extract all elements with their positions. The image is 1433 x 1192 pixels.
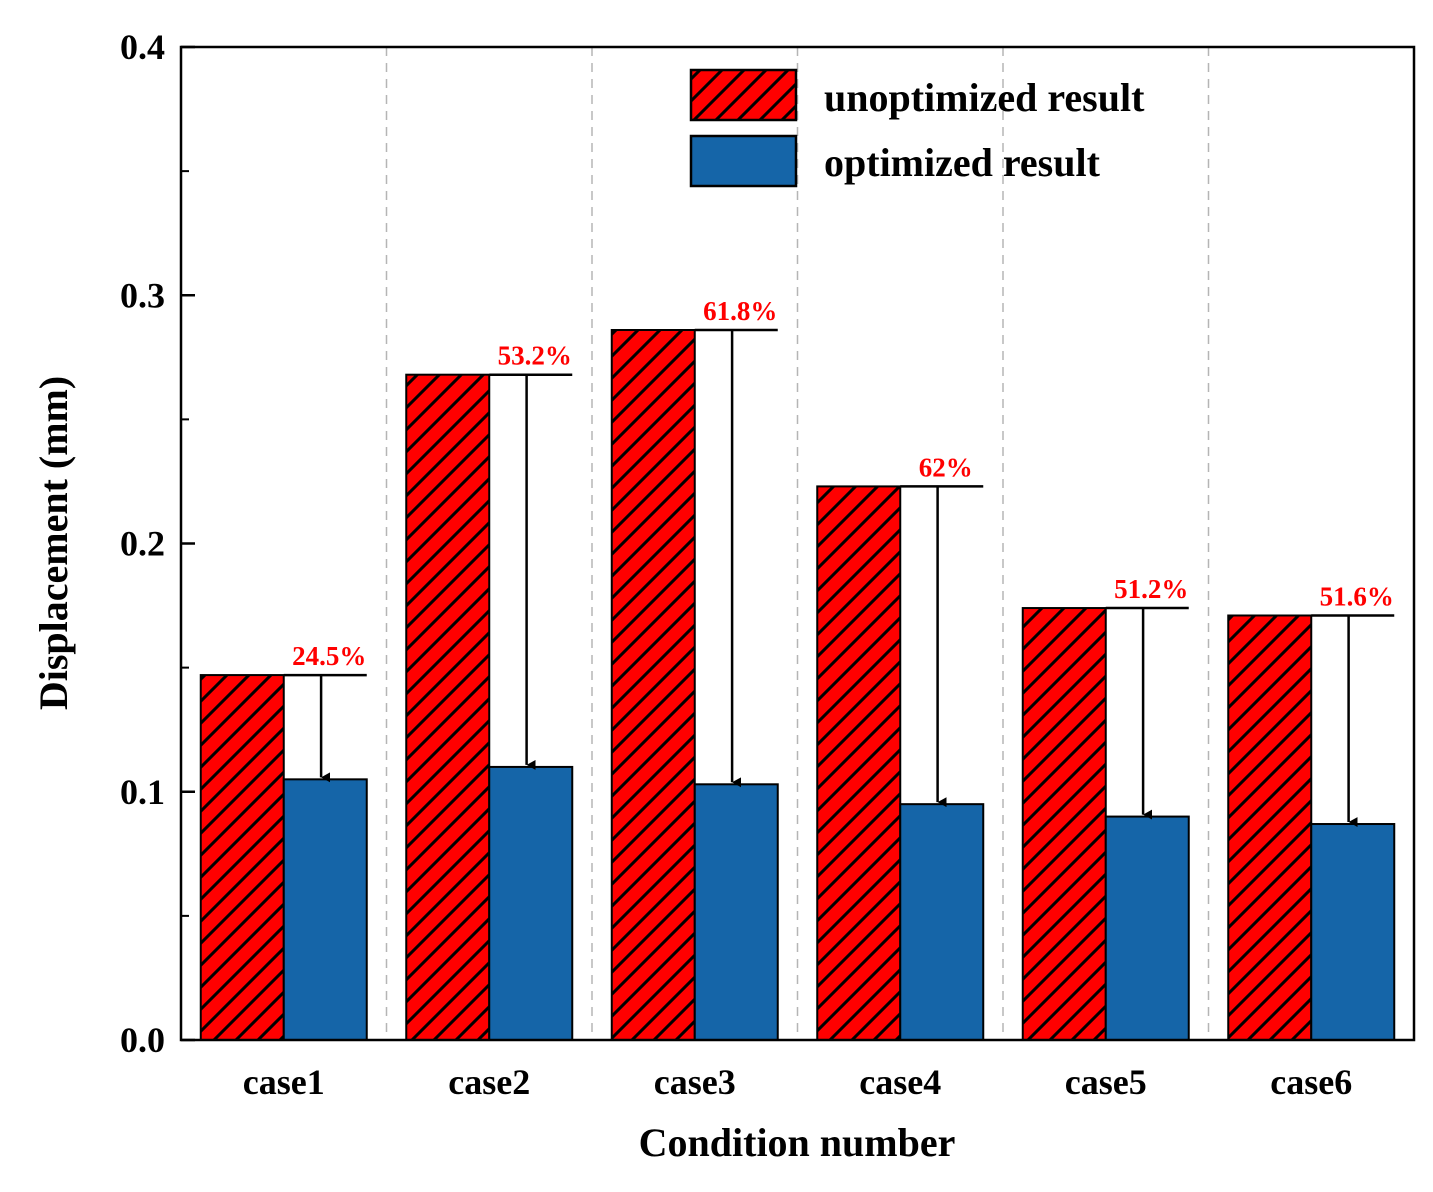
category-separators [385,47,1210,1040]
bar-optimized-case1 [282,778,368,1042]
y-axis-ticks: 0.0 0.1 0.2 0.3 0.4 [120,27,195,1060]
x-axis-ticks: case1 case2 case3 case4 case5 case6 [243,1062,1352,1102]
x-tick-label: case4 [859,1062,941,1102]
x-tick-label: case2 [448,1062,530,1102]
y-tick-label: 0.3 [120,275,165,315]
bar-optimized-case6 [1310,823,1396,1042]
bar-unoptimized-case5 [1021,607,1107,1041]
bar-unoptimized-case3 [610,329,696,1041]
x-tick-label: case6 [1270,1062,1352,1102]
x-tick-label: case1 [243,1062,325,1102]
bar-optimized-case5 [1104,815,1190,1042]
y-axis-title: Displacement (mm) [31,376,76,710]
reduction-label: 24.5% [292,641,366,671]
reduction-label: 51.6% [1320,581,1394,611]
bar-optimized-case4 [899,803,985,1041]
legend-label-unoptimized: unoptimized result [824,75,1145,120]
legend-label-optimized: optimized result [824,140,1101,185]
legend-swatch-unoptimized [689,68,798,122]
reduction-label: 51.2% [1114,574,1188,604]
bars [199,329,1396,1042]
x-axis-title: Condition number [639,1120,956,1165]
bar-unoptimized-case1 [199,674,285,1041]
bar-unoptimized-case2 [405,373,491,1041]
reduction-annotations: 24.5% 53.2% 61.8% 62% 51.2% 51.6% [283,296,1395,828]
bar-unoptimized-case6 [1227,614,1313,1041]
reduction-label: 53.2% [498,341,572,371]
x-tick-label: case3 [654,1062,736,1102]
reduction-label: 61.8% [703,296,777,326]
x-tick-label: case5 [1065,1062,1147,1102]
y-tick-label: 0.2 [120,524,165,564]
y-tick-label: 0.1 [120,772,165,812]
legend: unoptimized result optimized result [689,68,1145,188]
y-tick-label: 0.0 [120,1020,165,1060]
bar-unoptimized-case4 [816,485,902,1041]
legend-swatch-optimized [689,134,798,188]
bar-optimized-case2 [488,765,574,1041]
y-tick-label: 0.4 [120,27,165,67]
reduction-label: 62% [919,452,973,482]
bar-optimized-case3 [693,783,779,1041]
